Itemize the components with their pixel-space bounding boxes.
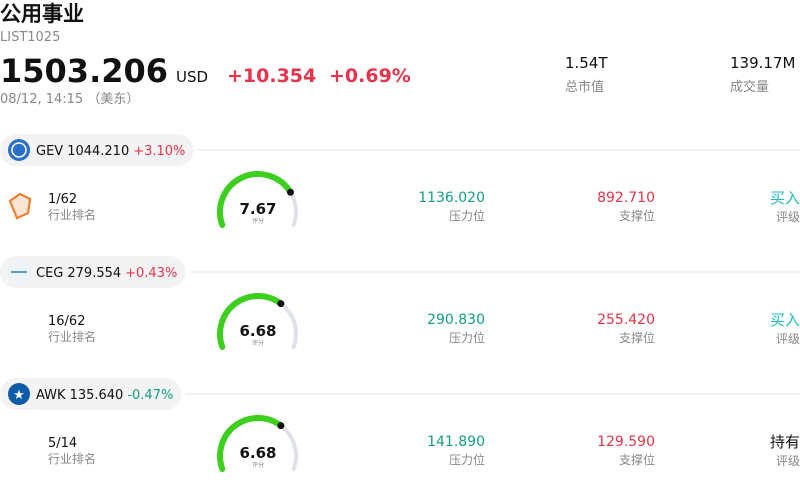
rank-label: 行业排名 [48,451,96,466]
stock-pill [0,256,186,288]
rating-label: 评级 [776,454,800,468]
stock-pill [0,134,194,166]
logo-star: ★ [13,388,25,403]
stock-price: 135.640 [70,388,124,403]
support: 255.420 [597,312,655,328]
resistance-label: 压力位 [449,452,485,467]
market-cap: 1.54T [565,54,608,72]
logo [8,383,30,405]
rating: 买入 [770,189,800,207]
gauge-dot [277,300,285,308]
logo-ring [11,142,27,158]
title: 公用事业 [0,2,84,26]
support-label: 支撑位 [619,452,655,467]
volume-label: 成交量 [730,79,769,95]
resistance-label: 压力位 [449,208,485,223]
rank: 16/62 [48,314,85,329]
score-label: 评分 [252,217,264,225]
rank-label: 行业排名 [48,207,96,222]
score-label: 评分 [252,339,264,347]
resistance-label: 压力位 [449,330,485,345]
rating: 买入 [770,311,800,329]
rating: 持有 [770,433,800,451]
gauge-dot [277,422,285,430]
rank-icon [8,192,32,220]
change: +10.354 [227,65,316,87]
stock-change: -0.47% [127,388,173,403]
gauge-fill [217,415,284,472]
rank-label: 行业排名 [48,329,96,344]
stock-change: +3.10% [133,144,185,159]
score: 7.67 [239,200,276,218]
gauge-fill [217,171,294,228]
stock-pill [0,378,182,410]
stock-price: 279.554 [67,266,121,281]
support-label: 支撑位 [619,330,655,345]
gauge-fill [217,293,284,350]
price: 1503.206 [0,52,168,90]
rating-label: 评级 [776,210,800,224]
change-pct: +0.69% [329,65,411,87]
support: 129.590 [597,434,655,450]
currency: USD [176,68,208,86]
resistance: 290.830 [427,312,485,328]
resistance: 1136.020 [418,190,485,206]
stock-price: 1044.210 [67,144,129,159]
market-cap-label: 总市值 [565,79,604,95]
rank: 5/14 [48,436,77,451]
score-label: 评分 [252,461,264,469]
ticker[interactable]: AWK [36,388,66,403]
ticker[interactable]: GEV [36,144,63,159]
support-label: 支撑位 [619,208,655,223]
support: 892.710 [597,190,655,206]
score: 6.68 [239,322,276,340]
logo [8,139,30,161]
score: 6.68 [239,444,276,462]
resistance: 141.890 [427,434,485,450]
gauge-dot [286,188,294,196]
stock-change: +0.43% [125,266,177,281]
ticker[interactable]: CEG [36,266,63,281]
time: 08/12, 14:15 （美东） [0,92,139,107]
rank: 1/62 [48,192,77,207]
rating-label: 评级 [776,332,800,346]
volume: 139.17M [730,54,795,72]
code: LIST1025 [0,30,60,45]
